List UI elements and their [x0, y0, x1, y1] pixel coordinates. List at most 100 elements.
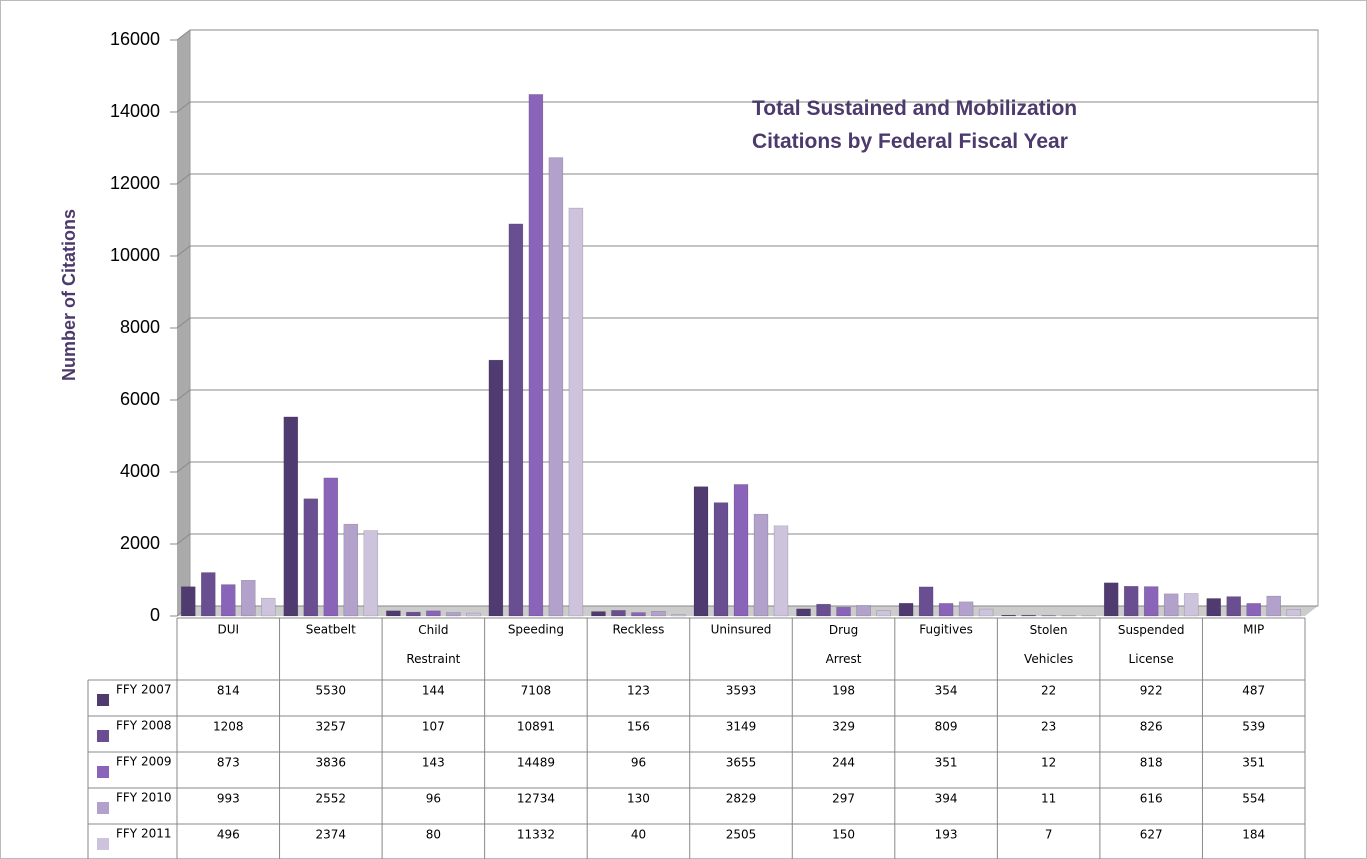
y-tick-label: 8000 — [120, 317, 160, 337]
x-tick-label: Uninsured — [711, 623, 772, 637]
table-value: 826 — [1140, 720, 1163, 734]
bar — [591, 611, 606, 617]
table-value: 244 — [832, 756, 855, 770]
y-tick-label: 16000 — [110, 29, 160, 49]
bar — [1246, 603, 1261, 617]
bar — [323, 477, 339, 617]
bar — [568, 207, 584, 617]
bar — [303, 498, 319, 617]
legend-label: FFY 2008 — [116, 719, 172, 733]
bar — [978, 608, 994, 617]
table-value: 3257 — [316, 720, 347, 734]
bar — [528, 94, 544, 617]
table-value: 11 — [1041, 792, 1056, 806]
legend-label: FFY 2010 — [116, 791, 172, 805]
x-tick-label: Drug Arrest — [826, 623, 862, 666]
bar — [816, 603, 831, 617]
bar — [733, 484, 749, 617]
table-value: 130 — [627, 792, 650, 806]
bar — [611, 610, 626, 617]
y-tick-label: 10000 — [110, 245, 160, 265]
table-value: 554 — [1242, 792, 1265, 806]
table-value: 354 — [935, 684, 958, 698]
table-value: 329 — [832, 720, 855, 734]
table-value: 818 — [1140, 756, 1163, 770]
bar — [1286, 609, 1301, 617]
bar — [1226, 596, 1241, 617]
x-tick-label: Seatbelt — [306, 623, 356, 637]
legend-swatch — [97, 802, 109, 814]
bar — [221, 584, 236, 617]
x-tick-label: Fugitives — [919, 623, 973, 637]
x-tick-label: Child Restraint — [406, 623, 460, 666]
table-value: 487 — [1242, 684, 1265, 698]
bar — [1123, 586, 1139, 617]
table-value: 193 — [935, 828, 958, 842]
bar — [261, 597, 276, 617]
bar — [938, 603, 954, 617]
table-value: 3593 — [726, 684, 757, 698]
bar — [1163, 593, 1179, 617]
grid-line — [176, 317, 191, 329]
table-value: 96 — [426, 792, 441, 806]
grid-line — [176, 173, 191, 185]
bar — [283, 416, 299, 617]
bar — [651, 611, 666, 617]
y-tick-label: 0 — [150, 605, 160, 625]
y-tick-label: 6000 — [120, 389, 160, 409]
bar — [1001, 614, 1016, 617]
table-value: 12734 — [517, 792, 555, 806]
bar — [406, 611, 421, 617]
table-value: 184 — [1242, 828, 1265, 842]
table-value: 40 — [631, 828, 646, 842]
legend-label: FFY 2007 — [116, 683, 172, 697]
table-value: 809 — [935, 720, 958, 734]
table-value: 3149 — [726, 720, 757, 734]
y-tick-label: 4000 — [120, 461, 160, 481]
bar — [796, 608, 811, 617]
table-value: 873 — [217, 756, 240, 770]
chart-title: Total Sustained and Mobilization Citatio… — [752, 97, 1078, 153]
table-value: 3836 — [316, 756, 347, 770]
table-value: 351 — [1242, 756, 1265, 770]
table-value: 22 — [1041, 684, 1056, 698]
grid-line — [176, 533, 191, 545]
table-value: 198 — [832, 684, 855, 698]
bar — [836, 606, 851, 617]
bar — [466, 612, 481, 617]
grid-line — [176, 29, 191, 41]
x-tick-label: DUI — [217, 623, 239, 637]
table-value: 394 — [935, 792, 958, 806]
table-value: 10891 — [517, 720, 555, 734]
y-tick-label: 14000 — [110, 101, 160, 121]
grid-line — [176, 461, 191, 473]
bar — [1143, 586, 1159, 617]
y-tick-label: 12000 — [110, 173, 160, 193]
bar — [1183, 593, 1199, 617]
grid-line — [176, 245, 191, 257]
legend-swatch — [97, 730, 109, 742]
table-value: 107 — [422, 720, 445, 734]
table-value: 3655 — [726, 756, 757, 770]
bar — [918, 586, 934, 617]
x-tick-label: Stolen Vehicles — [1024, 623, 1073, 666]
bar — [241, 580, 256, 617]
bar — [548, 157, 564, 617]
table-value: 539 — [1242, 720, 1265, 734]
bar — [426, 610, 441, 617]
bar — [631, 612, 646, 617]
legend-swatch — [97, 694, 109, 706]
y-tick-label: 2000 — [120, 533, 160, 553]
legend-swatch — [97, 766, 109, 778]
grid-line — [176, 389, 191, 401]
table-value: 616 — [1140, 792, 1163, 806]
legend-label: FFY 2009 — [116, 755, 172, 769]
table-value: 156 — [627, 720, 650, 734]
bar — [1266, 595, 1281, 617]
bar — [856, 605, 871, 617]
table-value: 2829 — [726, 792, 757, 806]
bar — [898, 603, 914, 617]
